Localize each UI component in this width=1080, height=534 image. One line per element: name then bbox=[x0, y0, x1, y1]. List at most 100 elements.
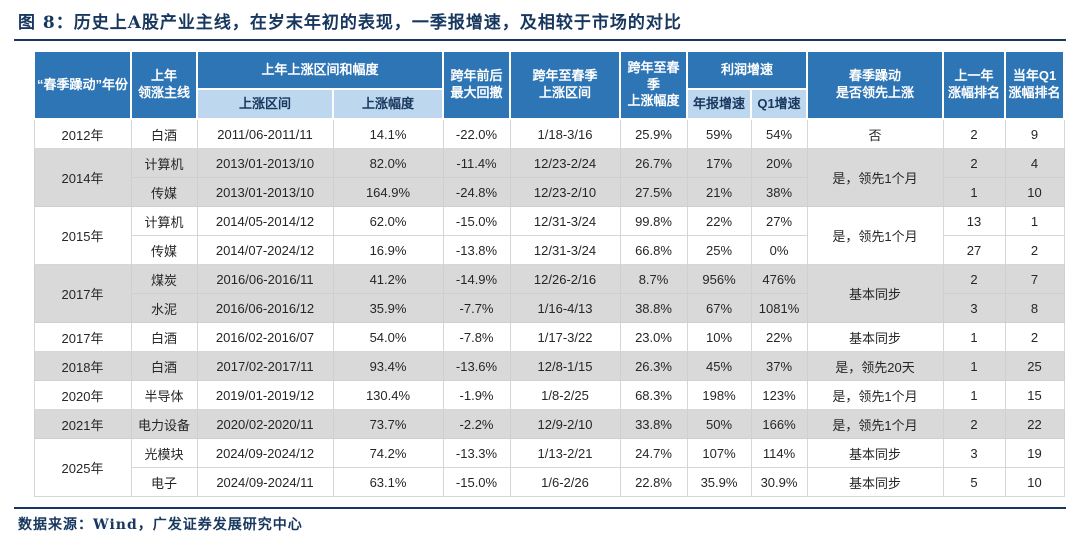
col-header-prev-rank-l2: 涨幅排名 bbox=[948, 85, 1001, 100]
table-cell: 54.0% bbox=[332, 322, 444, 352]
table-cell: 73.7% bbox=[332, 409, 444, 439]
table-cell: 15 bbox=[1004, 380, 1065, 410]
table-cell: 62.0% bbox=[332, 206, 444, 236]
table-cell: 68.3% bbox=[619, 380, 688, 410]
table-cell: 3 bbox=[942, 438, 1006, 468]
col-header-lead-l1: 春季躁动 bbox=[849, 68, 902, 84]
table-cell: 1/16-4/13 bbox=[509, 293, 621, 323]
col-header-gain: 上涨幅度 bbox=[331, 88, 445, 120]
table-cell: 22% bbox=[750, 322, 808, 352]
table-cell: 30.9% bbox=[750, 467, 808, 497]
table-cell: 2025年 bbox=[33, 438, 132, 497]
table-cell: 41.2% bbox=[332, 264, 444, 294]
table-cell: 476% bbox=[750, 264, 808, 294]
table-cell: -15.0% bbox=[442, 206, 511, 236]
table-cell: 2024/09-2024/12 bbox=[196, 438, 334, 468]
col-header-spring-range-l2: 上涨区间 bbox=[539, 85, 592, 100]
col-header-drawdown-l1: 跨年前后 bbox=[450, 68, 503, 84]
data-source: 数据来源：Wind，广发证券发展研究中心 bbox=[18, 517, 303, 533]
table-bottom-divider bbox=[14, 507, 1066, 509]
figure-title: 图 8：历史上A股产业主线，在岁末年初的表现，一季报增速，及相较于市场的对比 bbox=[18, 13, 682, 33]
table-row: 2021年 电力设备 2020/02-2020/11 73.7% -2.2% 12/9-2… bbox=[33, 409, 1065, 439]
table-cell: 2021年 bbox=[33, 409, 132, 439]
col-header-drawdown-l2: 最大回撤 bbox=[450, 85, 503, 100]
table-cell: 2 bbox=[942, 118, 1006, 149]
table-cell: 12/23-2/10 bbox=[509, 177, 621, 207]
table-cell: -13.3% bbox=[442, 438, 511, 468]
table-cell: 基本同步 bbox=[806, 467, 944, 497]
table-cell: 1081% bbox=[750, 293, 808, 323]
table-cell: 19 bbox=[1004, 438, 1065, 468]
col-header-q1-rank-l1: 当年Q1 bbox=[1012, 68, 1057, 84]
table-cell: 1/6-2/26 bbox=[509, 467, 621, 497]
table-cell: 99.8% bbox=[619, 206, 688, 236]
table-cell: 是，领先1个月 bbox=[806, 148, 944, 207]
table-cell: 基本同步 bbox=[806, 438, 944, 468]
table-cell: 50% bbox=[686, 409, 752, 439]
table-cell: 2013/01-2013/10 bbox=[196, 177, 334, 207]
table-cell: 2017年 bbox=[33, 322, 132, 352]
table-cell: 956% bbox=[686, 264, 752, 294]
table-cell: 2 bbox=[942, 409, 1006, 439]
table-cell: 2 bbox=[1004, 322, 1065, 352]
table-cell: 1/17-3/22 bbox=[509, 322, 621, 352]
table-cell: 3 bbox=[942, 293, 1006, 323]
table-cell: 电力设备 bbox=[130, 409, 198, 439]
table-cell: 2017/02-2017/11 bbox=[196, 351, 334, 381]
table-cell: 26.7% bbox=[619, 148, 688, 178]
table-cell: 12/31-3/24 bbox=[509, 206, 621, 236]
table-cell: 107% bbox=[686, 438, 752, 468]
col-header-prev-rank-l1: 上一年 bbox=[954, 68, 994, 84]
table-cell: 白酒 bbox=[130, 351, 198, 381]
table-cell: 130.4% bbox=[332, 380, 444, 410]
table-cell: 74.2% bbox=[332, 438, 444, 468]
table-cell: 21% bbox=[686, 177, 752, 207]
table-cell: 4 bbox=[1004, 148, 1065, 178]
col-header-lead-l2: 是否领先上涨 bbox=[836, 85, 915, 100]
table-cell: 35.9% bbox=[686, 467, 752, 497]
table-cell: 23.0% bbox=[619, 322, 688, 352]
table-cell: 是，领先20天 bbox=[806, 351, 944, 381]
table-cell: 是，领先1个月 bbox=[806, 409, 944, 439]
table-cell: 2020年 bbox=[33, 380, 132, 410]
table-cell: 基本同步 bbox=[806, 322, 944, 352]
col-header-annual-growth: 年报增速 bbox=[686, 88, 753, 120]
table-cell: -2.2% bbox=[442, 409, 511, 439]
table-cell: 2013/01-2013/10 bbox=[196, 148, 334, 178]
table-cell: 35.9% bbox=[332, 293, 444, 323]
table-cell: 13 bbox=[942, 206, 1006, 236]
table-cell: 是，领先1个月 bbox=[806, 380, 944, 410]
table-cell: 93.4% bbox=[332, 351, 444, 381]
table-cell: 37% bbox=[750, 351, 808, 381]
table-cell: 38.8% bbox=[619, 293, 688, 323]
table-cell: 1/18-3/16 bbox=[509, 118, 621, 149]
col-header-lead: 春季躁动 是否领先上涨 bbox=[806, 50, 945, 120]
col-header-profit-group: 利润增速 bbox=[686, 50, 809, 90]
table-cell: -14.9% bbox=[442, 264, 511, 294]
table-cell: 22 bbox=[1004, 409, 1065, 439]
table-cell: 12/31-3/24 bbox=[509, 235, 621, 265]
table-cell: 否 bbox=[806, 118, 944, 149]
table-cell: 33.8% bbox=[619, 409, 688, 439]
table-cell: 计算机 bbox=[130, 148, 198, 178]
col-header-leader: 上年 领涨主线 bbox=[130, 50, 198, 120]
table-row: 2020年 半导体 2019/01-2019/12 130.4% -1.9% 1/8-2/… bbox=[33, 380, 1065, 410]
table-cell: 67% bbox=[686, 293, 752, 323]
table-cell: 27% bbox=[750, 206, 808, 236]
col-header-spring-range-l1: 跨年至春季 bbox=[532, 68, 598, 84]
table-cell: 10% bbox=[686, 322, 752, 352]
table-cell: 2020/02-2020/11 bbox=[196, 409, 334, 439]
table-cell: 8 bbox=[1004, 293, 1065, 323]
table-row: 2015年 计算机 2014/05-2014/12 62.0% -15.0% 12/31-… bbox=[33, 206, 1065, 265]
table-cell: 59% bbox=[686, 118, 752, 149]
col-header-q1-growth: Q1增速 bbox=[750, 88, 809, 120]
table-cell: 0% bbox=[750, 235, 808, 265]
table-cell: 25% bbox=[686, 235, 752, 265]
table-cell: -22.0% bbox=[442, 118, 511, 149]
col-header-spring-gain-l1: 跨年至春季 bbox=[627, 59, 680, 92]
col-header-year: “春季躁动”年份 bbox=[33, 50, 132, 120]
table-cell: 光模块 bbox=[130, 438, 198, 468]
table-header: “春季躁动”年份 上年 领涨主线 上年上涨区间和幅度 跨年前后 最大回撤 跨年至… bbox=[33, 50, 1066, 120]
table-cell: 45% bbox=[686, 351, 752, 381]
